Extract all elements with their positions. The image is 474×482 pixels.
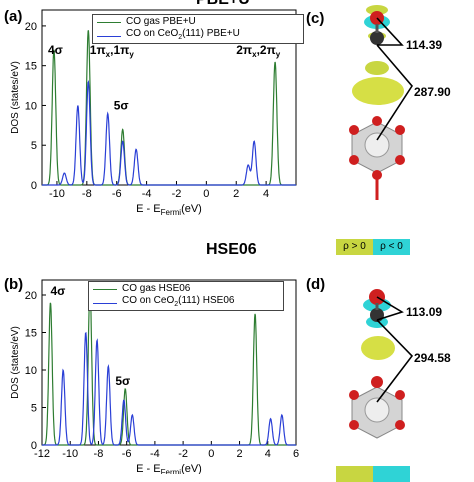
- series-adsorbed: [42, 331, 296, 446]
- co-adsorption-structure-hse: 113.09 294.58: [349, 289, 451, 439]
- cerium-atom: [364, 397, 390, 423]
- y-tick-label: 5: [31, 403, 37, 415]
- panel-header-top: PBE+U: [196, 0, 250, 9]
- density-legend-positive: [336, 466, 373, 482]
- x-tick-label: -6: [112, 188, 122, 200]
- panel-label-b: (b): [4, 276, 24, 293]
- x-tick-label: -6: [122, 448, 132, 460]
- legend-label-gas: CO gas HSE06: [122, 283, 191, 294]
- oxygen-atom: [349, 390, 359, 400]
- y-tick-label: 0: [31, 180, 37, 192]
- panel-label-c: (c): [306, 10, 325, 27]
- y-tick-label: 20: [25, 21, 37, 33]
- distance-label-upper: 113.09: [406, 305, 442, 319]
- x-tick-label: 4: [263, 188, 269, 200]
- x-tick-label: 2: [233, 188, 239, 200]
- y-tick-label: 15: [25, 61, 37, 73]
- series-adsorbed: [42, 79, 296, 186]
- y-axis-label: DOS (states/eV): [10, 61, 21, 134]
- legend-entry-gas: CO gas PBE+U: [93, 15, 303, 29]
- legend-label-adsorbed-sub: 2: [178, 34, 183, 41]
- oxygen-atom: [395, 390, 405, 400]
- legend-entry-adsorbed: CO on CeO2(111) HSE06: [89, 294, 283, 312]
- x-tick-label: 4: [265, 448, 271, 460]
- panel-label-d: (d): [306, 276, 326, 293]
- density-lobe-positive: [366, 5, 388, 15]
- y-axis-label: DOS (states/eV): [10, 326, 21, 399]
- density-lobe-positive: [352, 77, 404, 105]
- legend-label-adsorbed-sub: 2: [174, 301, 179, 308]
- x-tick-label: -8: [94, 448, 104, 460]
- density-legend-negative: [373, 466, 410, 482]
- oxygen-atom: [395, 420, 405, 430]
- chart-legend-hse: CO gas HSE06 CO on CeO2(111) HSE06: [88, 281, 284, 311]
- density-lobe-positive: [361, 336, 395, 360]
- y-tick-label: 0: [31, 440, 37, 452]
- atoms: [349, 289, 405, 439]
- x-tick-label: -4: [142, 188, 152, 200]
- x-tick-label: 6: [293, 448, 299, 460]
- x-axis-label: E - EFermi(eV): [136, 463, 202, 474]
- cerium-atom: [364, 132, 390, 158]
- y-tick-label: 10: [25, 100, 37, 112]
- oxygen-atom: [395, 155, 405, 165]
- y-tick-label: 5: [31, 140, 37, 152]
- peak-label-5sigma: 5σ: [114, 98, 129, 112]
- dos-chart-pbe: -10 -8 -6 -4 -2 0 2 4 0 5 10 15 20 E - EFermi(eV) DOS …: [10, 9, 297, 217]
- y-tick-label: 20: [25, 290, 37, 302]
- legend-entry-gas: CO gas HSE06: [89, 282, 283, 296]
- x-tick-label: 0: [208, 448, 214, 460]
- distance-label-upper: 114.39: [406, 38, 442, 52]
- legend-swatch-adsorbed: [93, 302, 117, 304]
- density-legend-negative: ρ < 0: [373, 239, 410, 255]
- x-tick-label: -10: [49, 188, 65, 200]
- legend-label-adsorbed-pre: CO on CeO: [122, 295, 175, 306]
- legend-label-adsorbed: CO on CeO2(111) HSE06: [122, 294, 234, 312]
- legend-entry-adsorbed: CO on CeO2(111) PBE+U: [93, 27, 303, 45]
- x-tick-label: -2: [172, 188, 182, 200]
- peak-label-2pi: 2πx,2πy: [236, 43, 281, 59]
- distance-label-lower: 287.90: [414, 85, 451, 99]
- distance-label-lower: 294.58: [414, 351, 451, 365]
- oxygen-atom: [395, 125, 405, 135]
- y-tick-label: 10: [25, 365, 37, 377]
- x-tick-label: -12: [34, 448, 50, 460]
- x-tick-label: -2: [178, 448, 188, 460]
- density-legend-positive: ρ > 0: [336, 239, 373, 255]
- peak-label-1pi: 1πx,1πy: [90, 43, 135, 59]
- carbon-atom: [370, 31, 384, 45]
- x-tick-label: -10: [62, 448, 78, 460]
- legend-label-adsorbed-pre: CO on CeO: [126, 28, 179, 39]
- oxygen-atom: [349, 125, 359, 135]
- legend-label-adsorbed-post: (111) HSE06: [178, 295, 235, 306]
- oxygen-atom: [372, 116, 382, 126]
- panel-label-a: (a): [4, 8, 23, 25]
- peak-label-5sigma: 5σ: [115, 374, 130, 388]
- y-tick-label: 15: [25, 328, 37, 340]
- oxygen-atom: [371, 376, 383, 388]
- chart-legend-pbe: CO gas PBE+U CO on CeO2(111) PBE+U: [92, 14, 304, 44]
- oxygen-atom: [349, 155, 359, 165]
- x-axis-label: E - EFermi(eV): [136, 203, 202, 217]
- x-tick-label: -4: [150, 448, 160, 460]
- legend-label-adsorbed: CO on CeO2(111) PBE+U: [126, 27, 240, 45]
- legend-swatch-gas: [93, 288, 117, 290]
- co-adsorption-structure-pbe: 114.39 287.90: [349, 5, 451, 200]
- oxygen-atom: [349, 420, 359, 430]
- distance-lines: [376, 296, 414, 403]
- density-lobe-positive: [365, 61, 389, 75]
- peak-label-4sigma: 4σ: [48, 43, 63, 57]
- peak-label-4sigma: 4σ: [50, 284, 65, 298]
- x-tick-label: -8: [82, 188, 92, 200]
- legend-swatch-adsorbed: [97, 35, 121, 37]
- oxygen-atom: [372, 170, 382, 180]
- distance-lines: [376, 17, 413, 141]
- legend-label-adsorbed-post: (111) PBE+U: [182, 28, 240, 39]
- panel-header-bottom: HSE06: [206, 241, 257, 258]
- x-tick-label: 2: [236, 448, 242, 460]
- legend-swatch-gas: [97, 21, 121, 23]
- legend-label-gas: CO gas PBE+U: [126, 16, 196, 27]
- x-tick-label: 0: [203, 188, 209, 200]
